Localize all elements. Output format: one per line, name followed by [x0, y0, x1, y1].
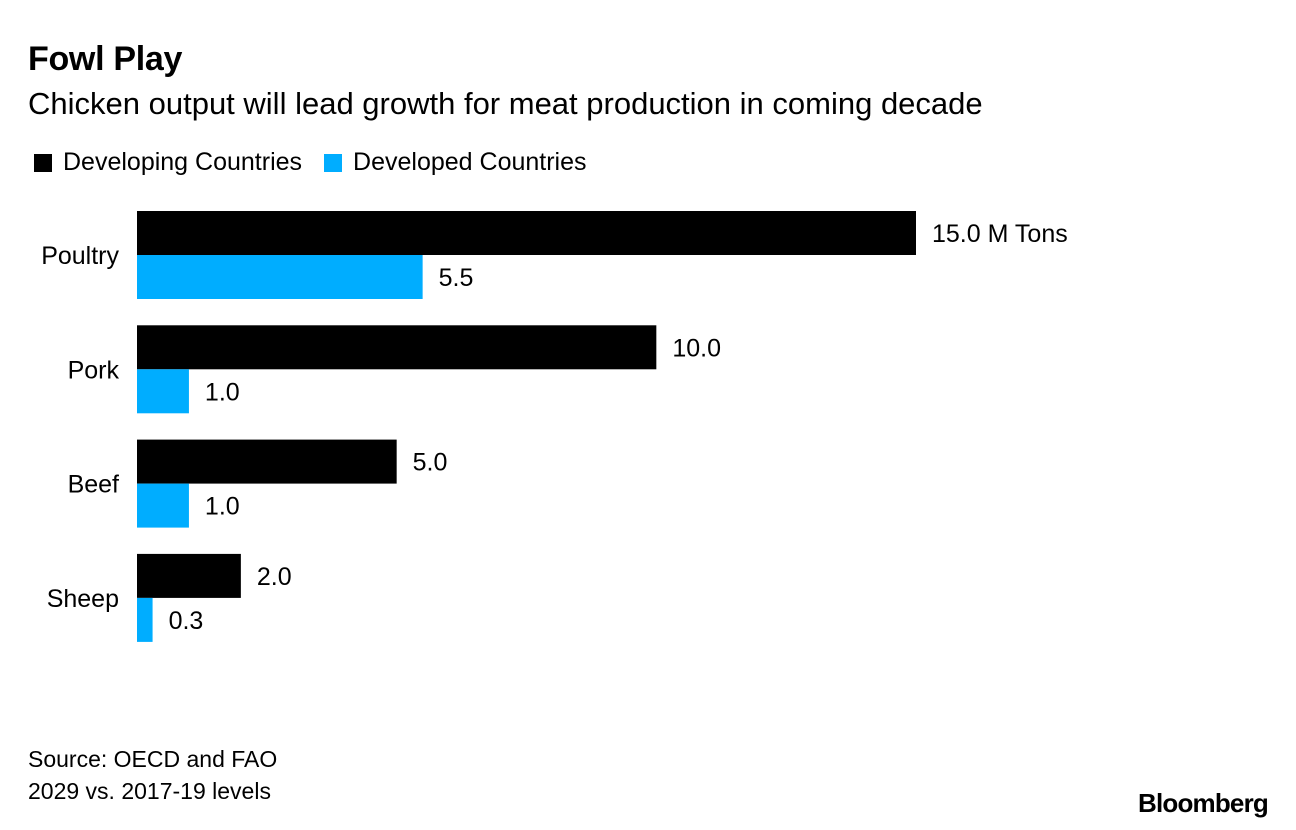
bar-sheep-developed: [137, 597, 153, 642]
value-label-sheep-developing: 2.0: [257, 563, 292, 591]
category-label-beef: Beef: [68, 471, 119, 499]
legend-label-developed: Developed Countries: [353, 148, 587, 176]
bar-pork-developed: [137, 369, 189, 414]
value-label-sheep-developed: 0.3: [169, 607, 204, 635]
bar-sheep-developing: [137, 553, 241, 598]
value-label-poultry-developed: 5.5: [439, 264, 474, 292]
legend-item-developed: Developed Countries: [324, 148, 587, 177]
bar-poultry-developing: [137, 211, 916, 255]
legend-item-developing: Developing Countries: [34, 148, 302, 177]
category-label-sheep: Sheep: [47, 585, 119, 613]
bar-beef-developed: [137, 483, 189, 528]
bar-pork-developing: [137, 325, 657, 370]
category-label-pork: Pork: [68, 356, 120, 384]
chart-title: Fowl Play: [28, 40, 183, 78]
bar-poultry-developed: [137, 255, 423, 299]
bar-beef-developing: [137, 439, 397, 484]
period-note: 2029 vs. 2017-19 levels: [28, 778, 271, 804]
chart-subtitle: Chicken output will lead growth for meat…: [28, 86, 983, 121]
category-label-poultry: Poultry: [41, 242, 119, 270]
legend-swatch-developing: [34, 153, 52, 172]
source-note: Source: OECD and FAO: [28, 746, 278, 772]
value-label-beef-developed: 1.0: [205, 493, 240, 521]
value-label-pork-developed: 1.0: [205, 378, 240, 406]
legend-label-developing: Developing Countries: [63, 148, 303, 176]
legend-swatch-developed: [324, 153, 343, 172]
value-label-beef-developing: 5.0: [413, 449, 448, 477]
bloomberg-logo: Bloomberg: [1137, 788, 1269, 818]
value-label-pork-developing: 10.0: [672, 334, 721, 362]
legend: Developing Countries Developed Countries: [34, 148, 609, 177]
value-label-poultry-developing: 15.0 M Tons: [932, 220, 1068, 248]
